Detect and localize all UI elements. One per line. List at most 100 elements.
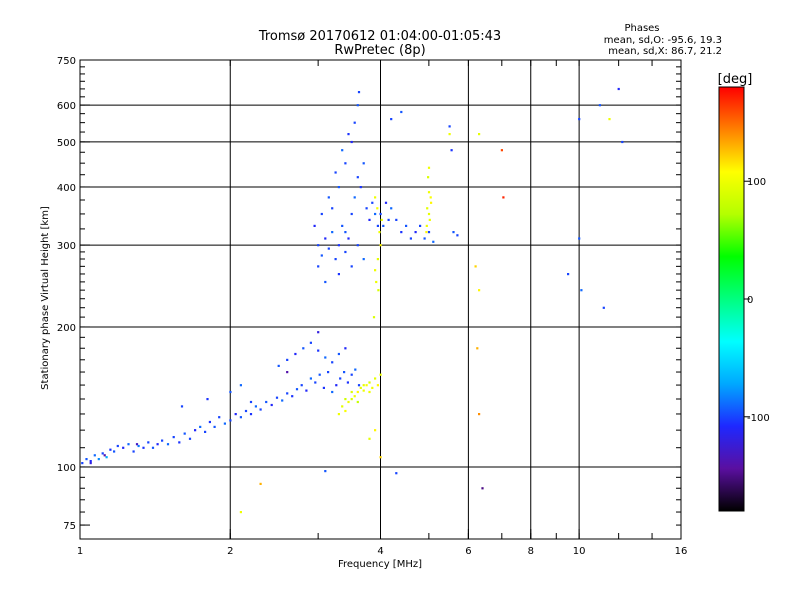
data-point (456, 234, 459, 237)
data-point (318, 373, 321, 376)
series-x (239, 118, 611, 514)
data-point (97, 458, 100, 461)
data-point (239, 416, 242, 419)
data-point (331, 390, 334, 394)
data-point (239, 511, 242, 514)
data-point (395, 472, 398, 475)
phase-legend-x: mean, sd,X: 86.7, 21.2 (608, 46, 722, 57)
data-point (478, 289, 481, 292)
data-point (275, 396, 279, 399)
data-point (379, 244, 382, 247)
data-point (426, 207, 429, 210)
data-point (324, 356, 327, 359)
data-point (362, 258, 365, 261)
data-point (317, 331, 320, 334)
data-point (357, 384, 361, 387)
phase-legend-title: Phases (624, 23, 659, 34)
data-point (344, 398, 347, 401)
data-point (302, 347, 305, 350)
data-point (478, 133, 481, 136)
data-point (320, 254, 323, 257)
data-point (387, 218, 390, 221)
data-point (350, 265, 353, 268)
data-point (376, 207, 379, 210)
data-point (93, 454, 96, 457)
data-point (183, 432, 186, 435)
data-point (375, 280, 378, 284)
grid-lines (80, 60, 681, 539)
data-point (368, 390, 371, 394)
y-tick-label: 400 (57, 183, 76, 194)
data-point (376, 384, 379, 387)
data-point (365, 384, 368, 387)
series-o (81, 87, 624, 475)
data-point (432, 240, 435, 243)
colorbar-ticks: 100 0 -100 (744, 177, 770, 424)
data-point (113, 450, 116, 453)
data-point (213, 425, 216, 428)
data-point (374, 212, 377, 216)
data-point (382, 224, 385, 227)
data-point (481, 487, 484, 490)
data-point (81, 462, 84, 465)
data-point (343, 371, 346, 374)
data-point (103, 454, 106, 457)
data-point (400, 110, 403, 114)
phase-legend-o: mean, sd,O: -95.6, 19.3 (604, 35, 722, 46)
data-point (327, 371, 330, 374)
data-point (309, 341, 312, 344)
data-point (356, 104, 359, 107)
data-point (305, 389, 308, 392)
data-point (578, 118, 581, 121)
data-point (331, 361, 334, 364)
y-tick-label: 600 (57, 101, 76, 112)
x-tick-label: 16 (675, 546, 688, 557)
data-point (430, 201, 433, 204)
data-point (347, 237, 350, 240)
data-point (621, 140, 624, 144)
data-point (259, 482, 262, 485)
data-point (374, 429, 377, 432)
data-point (142, 446, 145, 449)
data-point (427, 176, 430, 179)
data-point (425, 231, 428, 234)
data-point (353, 196, 356, 199)
data-point (368, 381, 371, 384)
data-point (281, 399, 284, 402)
data-point (218, 416, 221, 419)
data-point (362, 162, 365, 165)
data-point (617, 87, 620, 91)
data-point (427, 191, 431, 194)
data-point (324, 237, 327, 240)
data-point (350, 140, 353, 144)
data-point (337, 273, 340, 276)
data-point (334, 258, 337, 261)
data-point (425, 224, 428, 227)
data-point (578, 237, 581, 240)
data-point (580, 289, 583, 292)
y-tick-label: 750 (57, 56, 76, 67)
data-point (354, 368, 357, 371)
data-point (376, 258, 379, 261)
data-point (368, 218, 371, 221)
data-point (359, 186, 362, 189)
data-point (448, 133, 451, 136)
y-tick-label: 200 (57, 323, 76, 334)
data-point (419, 224, 422, 227)
x-tick-label: 6 (465, 546, 471, 557)
data-point (356, 390, 359, 394)
data-point (602, 306, 605, 309)
x-axis: 1 2 4 6 8 10 16 (77, 60, 688, 557)
data-point (428, 218, 431, 221)
data-point (327, 196, 330, 199)
phase-legend: Phases mean, sd,O: -95.6, 19.3 mean, sd,… (604, 23, 722, 57)
data-point (341, 224, 344, 227)
data-point (353, 395, 356, 398)
data-point (390, 207, 393, 210)
data-point (357, 91, 361, 94)
colorbar-tick-label: -100 (747, 413, 770, 424)
data-point (300, 384, 303, 387)
data-point (379, 212, 382, 216)
data-point (286, 371, 289, 374)
data-point (331, 207, 334, 210)
